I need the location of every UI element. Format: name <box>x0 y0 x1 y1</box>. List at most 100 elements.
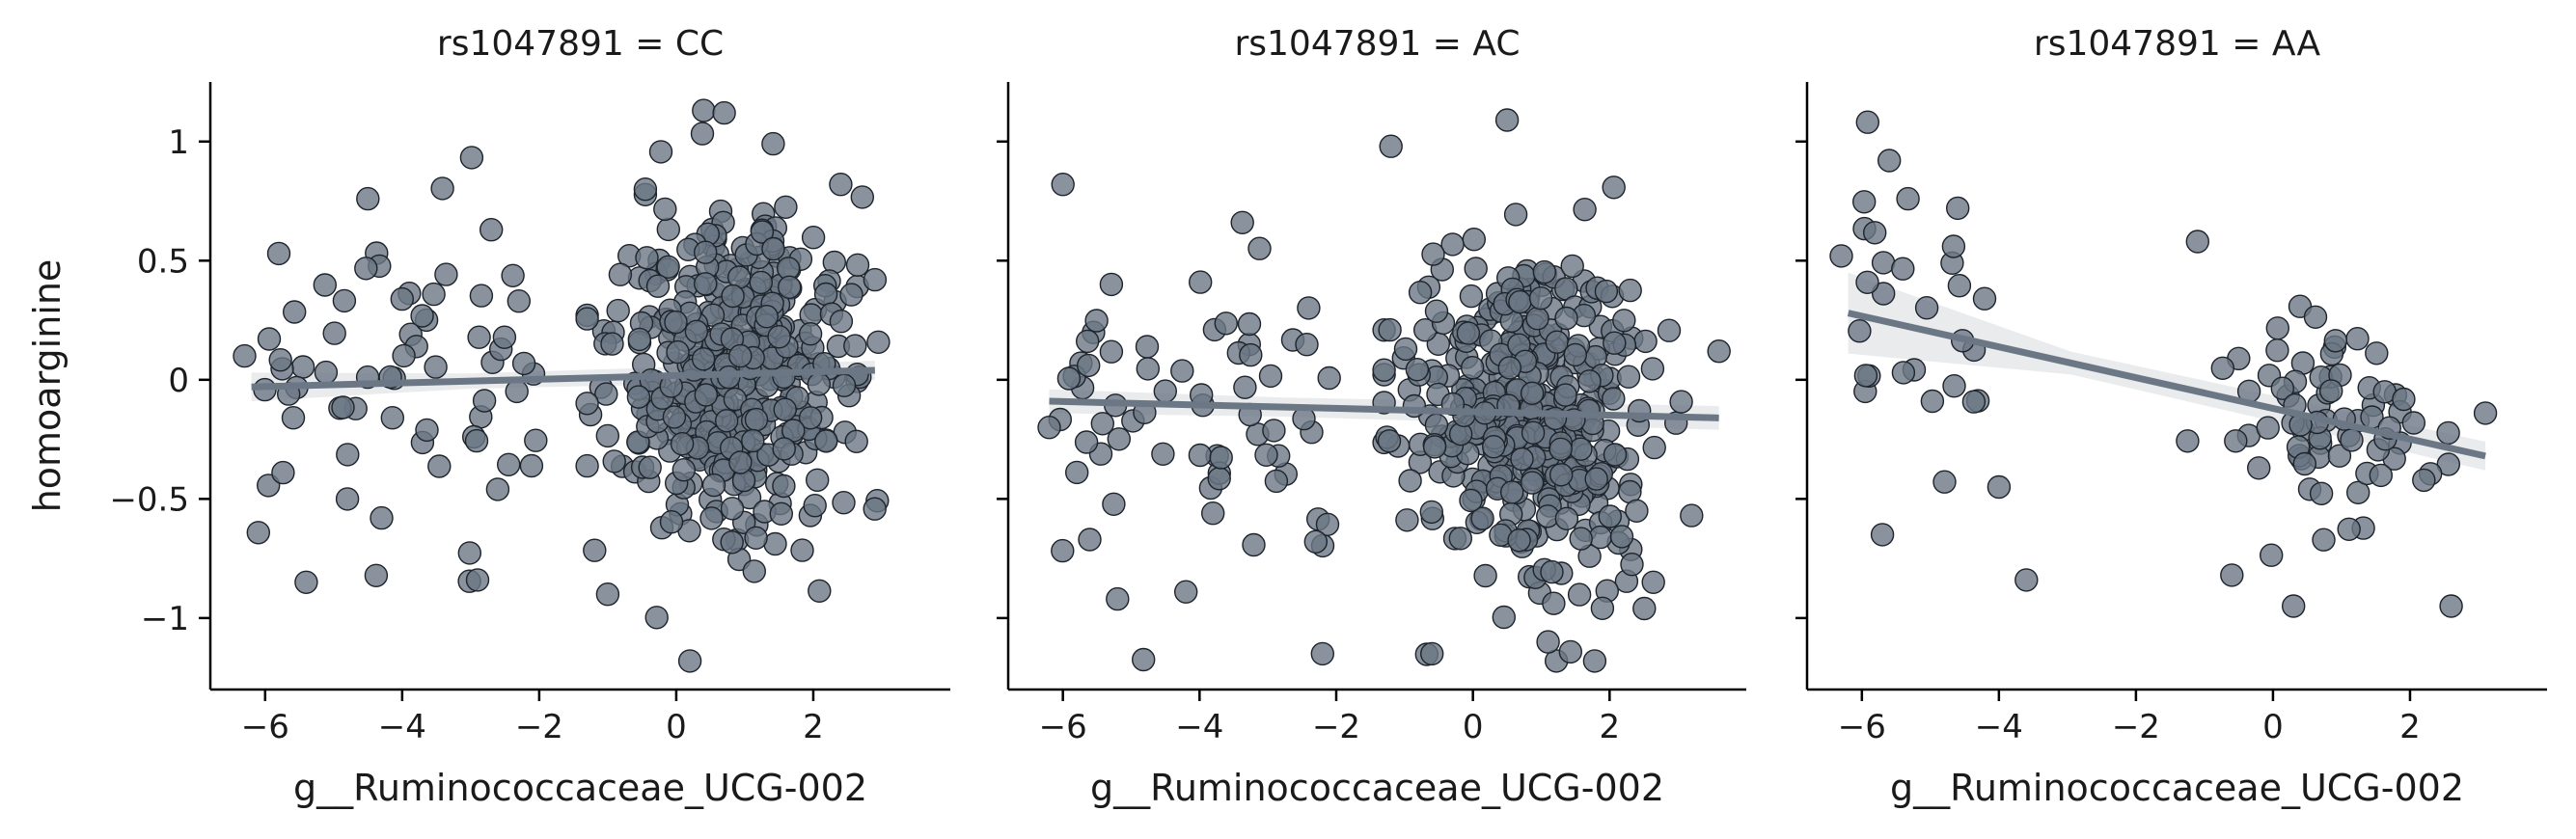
scatter-point <box>1941 234 1966 258</box>
scatter-point <box>290 355 315 379</box>
scatter-point <box>790 538 814 562</box>
scatter-point <box>1310 641 1335 666</box>
scatter-point <box>472 389 497 413</box>
scatter-point <box>331 395 355 420</box>
scatter-point <box>322 321 346 345</box>
scatter-point <box>1520 471 1545 495</box>
scatter-point <box>772 437 796 461</box>
scatter-point <box>1459 284 1484 309</box>
scatter-point <box>684 319 709 343</box>
scatter-point <box>335 487 360 511</box>
scatter-point <box>1632 596 1657 621</box>
scatter-point <box>653 197 677 222</box>
scatter-point <box>1448 527 1473 551</box>
scatter-point <box>467 325 491 349</box>
scatter-point <box>744 407 769 432</box>
scatter-point <box>1602 387 1626 411</box>
scatter-point <box>1473 563 1497 588</box>
scatter-point <box>866 330 891 354</box>
scatter-point <box>507 289 531 313</box>
y-tick-label: −1 <box>141 600 189 638</box>
scatter-point <box>677 649 702 673</box>
regression-line <box>1049 397 1719 421</box>
scatter-point <box>1536 630 1560 654</box>
scatter-point <box>427 454 452 478</box>
scatter-point <box>424 355 448 379</box>
scatter-point <box>814 429 838 453</box>
scatter-point <box>670 432 695 456</box>
scatter-point <box>744 526 768 550</box>
scatter-point <box>1553 383 1577 407</box>
scatter-point <box>465 568 490 592</box>
scatter-point <box>801 225 826 250</box>
scatter-point <box>1829 244 1853 268</box>
scatter-point <box>659 510 684 534</box>
scatter-point <box>772 474 796 499</box>
scatter-point <box>1090 412 1115 436</box>
scatter-point <box>1037 416 1061 440</box>
scatter-point <box>1503 203 1528 227</box>
scatter-point <box>1135 335 1160 359</box>
scatter-point <box>1554 506 1579 530</box>
scatter-point <box>1074 430 1099 454</box>
scatter-point <box>2340 428 2364 452</box>
scatter-point <box>1945 196 1970 221</box>
scatter-point <box>2323 329 2348 353</box>
scatter-point <box>2014 568 2039 592</box>
scatter-point <box>626 385 651 409</box>
scatter-point <box>2224 429 2248 453</box>
x-tick-label: −2 <box>2112 708 2160 746</box>
scatter-point <box>2312 528 2336 552</box>
scatter-point <box>1459 488 1483 513</box>
scatter-point <box>1170 359 1194 383</box>
scatter-point <box>798 406 823 430</box>
scatter-point <box>807 372 831 396</box>
y-tick-label: 0.5 <box>137 242 189 281</box>
scatter-point <box>635 246 659 270</box>
scatter-point <box>1470 506 1494 530</box>
scatter-point <box>2176 429 2200 453</box>
scatter-point <box>1424 299 1449 323</box>
scatter-point <box>2270 376 2295 400</box>
scatter-point <box>1131 647 1156 672</box>
scatter-point <box>602 449 626 474</box>
scatter-point <box>1247 236 1272 260</box>
scatter-point <box>1262 419 1286 443</box>
scatter-point <box>1855 110 1880 134</box>
scatter-point <box>2303 305 2328 329</box>
x-tick-label: −6 <box>1039 708 1087 746</box>
scatter-point <box>1078 528 1102 552</box>
scatter-point <box>1616 365 1641 389</box>
scatter-point <box>1421 242 1445 266</box>
scatter-point <box>1106 586 1130 611</box>
scatter-point <box>1540 559 1564 584</box>
scatter-point <box>271 460 295 485</box>
scatter-point <box>648 140 673 164</box>
scatter-point <box>1609 525 1634 549</box>
scatter-point <box>485 477 510 501</box>
scatter-point <box>2436 420 2460 446</box>
scatter-point <box>1379 134 1403 158</box>
scatter-point <box>754 305 779 329</box>
scatter-point <box>2345 327 2370 351</box>
scatter-point <box>294 570 318 594</box>
x-tick-label: 2 <box>803 708 824 746</box>
scatter-point <box>750 220 775 244</box>
scatter-point <box>767 325 791 349</box>
scatter-point <box>720 497 745 521</box>
scatter-point <box>662 405 687 429</box>
scatter-point <box>2265 338 2289 363</box>
scatter-point <box>390 286 414 311</box>
scatter-point <box>233 343 257 368</box>
scatter-point <box>1848 319 1872 343</box>
scatter-point <box>1408 281 1433 305</box>
scatter-point <box>1499 480 1524 504</box>
scatter-point <box>638 455 662 479</box>
scatter-point <box>1099 339 1124 364</box>
scatter-point <box>850 185 874 209</box>
scatter-point <box>1521 420 1546 445</box>
scatter-point <box>457 541 481 565</box>
scatter-point <box>1680 503 1704 528</box>
scatter-point <box>1633 329 1658 354</box>
